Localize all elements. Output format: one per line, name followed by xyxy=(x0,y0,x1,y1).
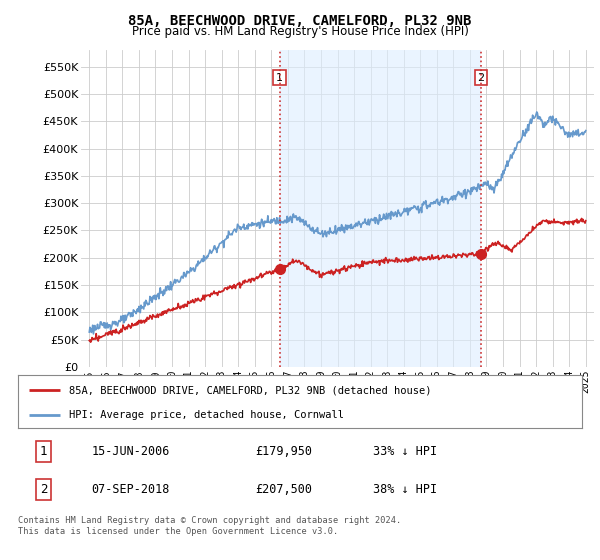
Text: £179,950: £179,950 xyxy=(255,445,312,458)
Text: 85A, BEECHWOOD DRIVE, CAMELFORD, PL32 9NB: 85A, BEECHWOOD DRIVE, CAMELFORD, PL32 9N… xyxy=(128,14,472,28)
Text: 38% ↓ HPI: 38% ↓ HPI xyxy=(373,483,437,496)
Text: 15-JUN-2006: 15-JUN-2006 xyxy=(91,445,170,458)
Bar xyxy=(280,50,481,367)
Text: 33% ↓ HPI: 33% ↓ HPI xyxy=(373,445,437,458)
Text: Contains HM Land Registry data © Crown copyright and database right 2024.
This d: Contains HM Land Registry data © Crown c… xyxy=(18,516,401,536)
Text: 07-SEP-2018: 07-SEP-2018 xyxy=(91,483,170,496)
Text: 1: 1 xyxy=(276,73,283,83)
Text: 85A, BEECHWOOD DRIVE, CAMELFORD, PL32 9NB (detached house): 85A, BEECHWOOD DRIVE, CAMELFORD, PL32 9N… xyxy=(69,385,431,395)
Text: 2: 2 xyxy=(40,483,47,496)
Text: 1: 1 xyxy=(40,445,47,458)
Text: HPI: Average price, detached house, Cornwall: HPI: Average price, detached house, Corn… xyxy=(69,410,344,420)
Text: 2: 2 xyxy=(478,73,485,83)
Text: £207,500: £207,500 xyxy=(255,483,312,496)
Text: Price paid vs. HM Land Registry's House Price Index (HPI): Price paid vs. HM Land Registry's House … xyxy=(131,25,469,38)
